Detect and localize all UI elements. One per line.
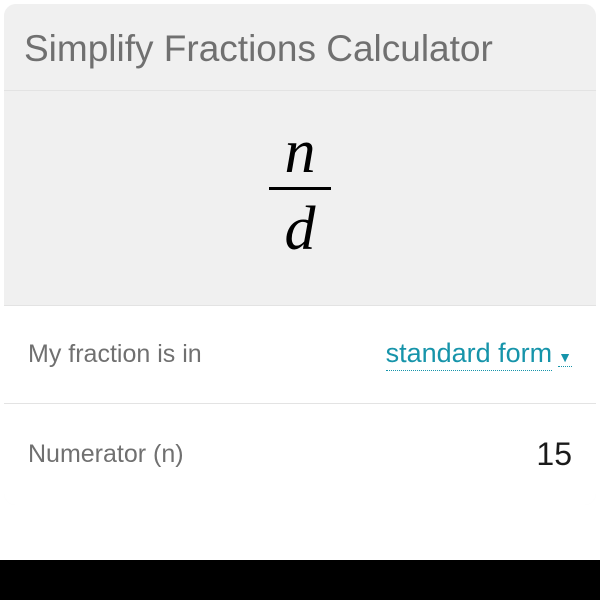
numerator-input[interactable]: 15 bbox=[536, 436, 572, 473]
fraction-denominator-symbol: d bbox=[277, 190, 324, 260]
form-type-dropdown[interactable]: standard form ▼ bbox=[386, 338, 572, 371]
fraction-display: n d bbox=[4, 90, 596, 306]
chevron-down-icon: ▼ bbox=[558, 349, 572, 367]
fraction-numerator-symbol: n bbox=[277, 121, 324, 187]
page-title: Simplify Fractions Calculator bbox=[24, 28, 576, 70]
form-type-row: My fraction is in standard form ▼ bbox=[4, 306, 596, 404]
fraction-symbol: n d bbox=[269, 121, 331, 260]
bottom-bar bbox=[0, 560, 600, 600]
calculator-card: Simplify Fractions Calculator n d My fra… bbox=[4, 4, 596, 505]
form-type-label: My fraction is in bbox=[28, 340, 202, 369]
numerator-row: Numerator (n) 15 bbox=[4, 404, 596, 505]
numerator-label: Numerator (n) bbox=[28, 440, 184, 469]
form-type-value: standard form bbox=[386, 338, 553, 371]
header: Simplify Fractions Calculator bbox=[4, 4, 596, 90]
